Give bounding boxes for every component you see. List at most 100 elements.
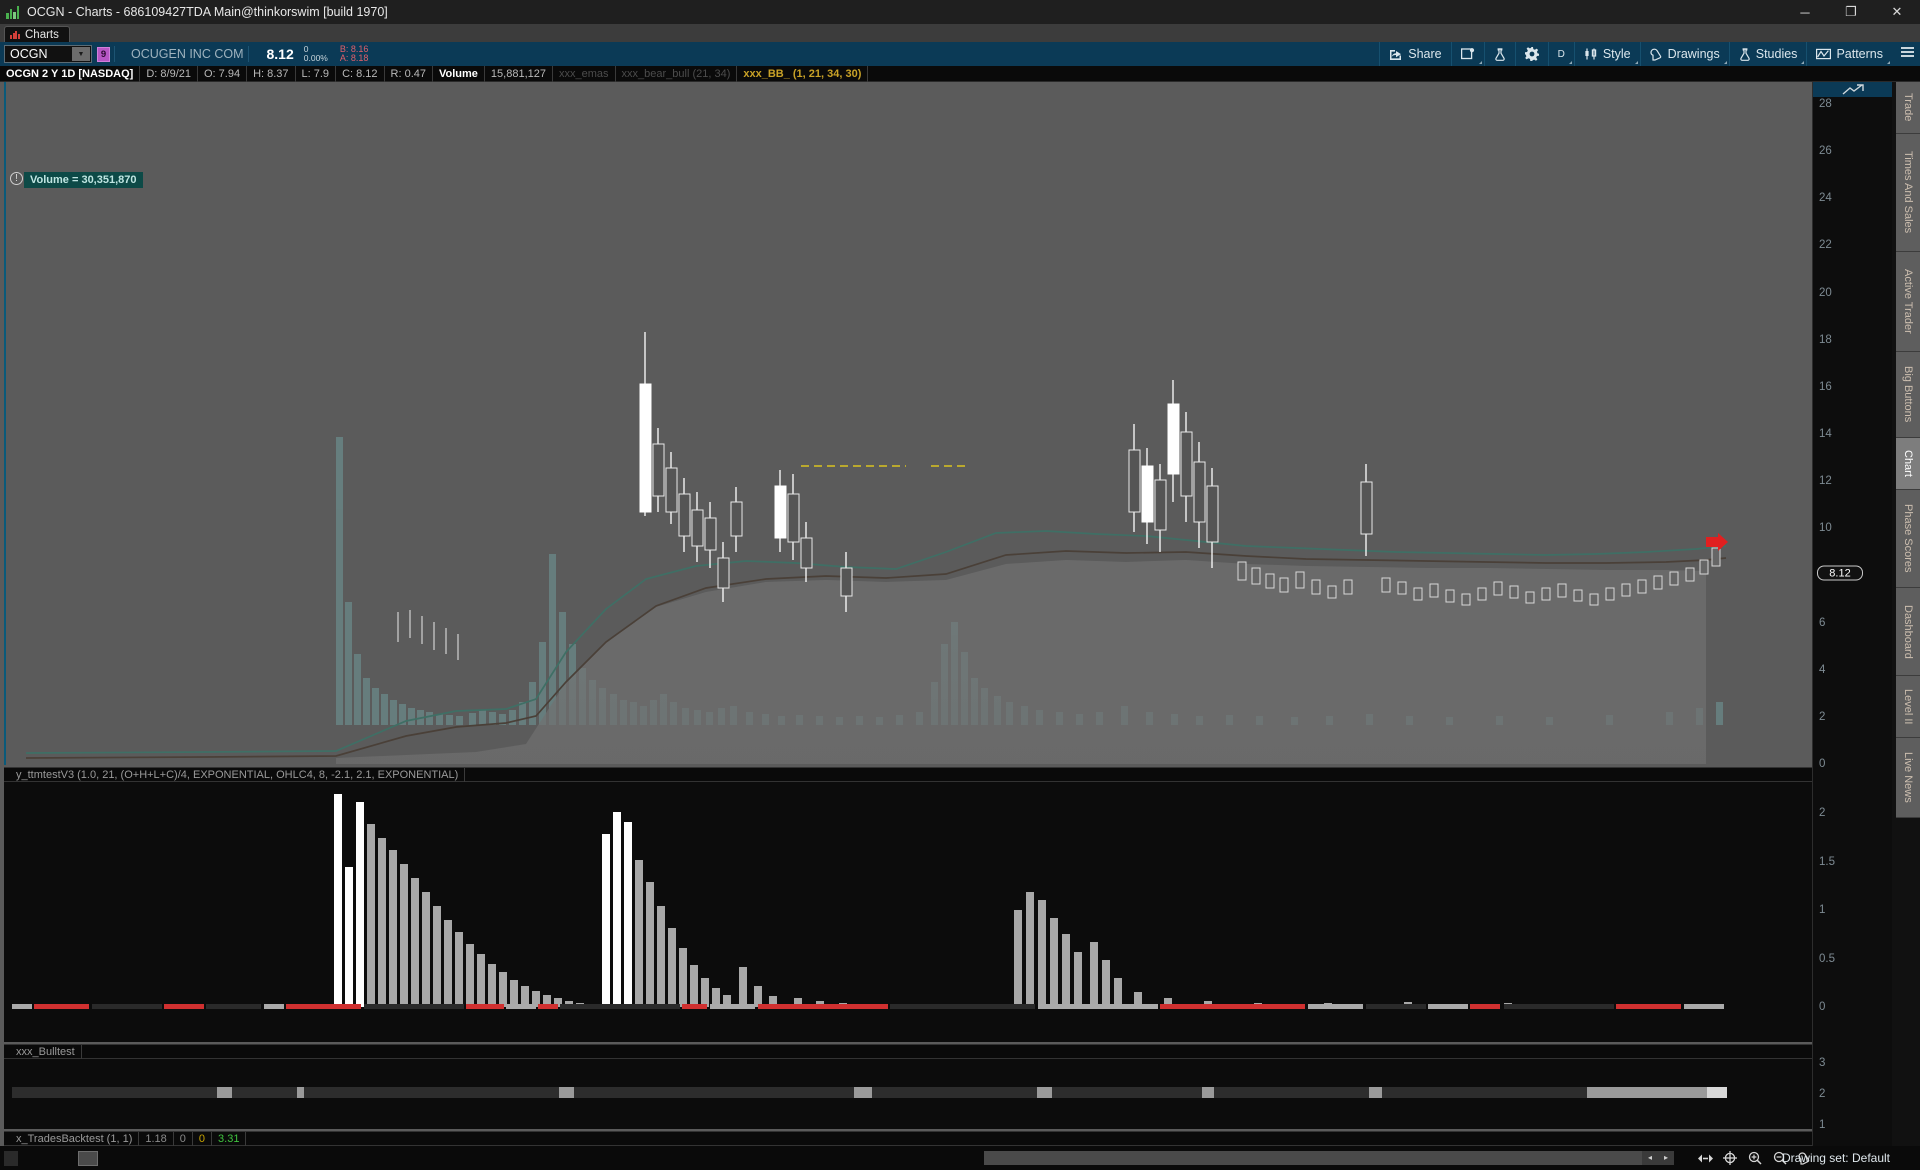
y-axis-tick: 4 [1819, 663, 1826, 676]
close-button[interactable]: ✕ [1891, 4, 1903, 19]
y-axis-tick: 0 [1819, 758, 1826, 770]
drawings-icon [1650, 48, 1661, 61]
sidebar-tab-times-and-sales[interactable]: Times And Sales [1896, 134, 1920, 252]
tradesbacktest-panel-header[interactable]: x_TradesBacktest (1, 1) 1.18 0 0 3.31 [4, 1131, 1840, 1147]
sidebar-tab-trade[interactable]: Trade [1896, 82, 1920, 134]
sidebar-tab-chart[interactable]: Chart [1896, 438, 1920, 490]
current-price-marker[interactable]: 8.12 [1817, 565, 1863, 581]
sidebar-tab-active-trader[interactable]: Active Trader [1896, 252, 1920, 352]
sidebar-tab-level-ii[interactable]: Level II [1896, 676, 1920, 738]
sidebar-tab-dashboard[interactable]: Dashboard [1896, 588, 1920, 676]
chart-toolbar: Share D Style Drawings Studies [1379, 42, 1892, 66]
symbol-value: OCGN [10, 47, 48, 61]
tb-value-4: 3.31 [212, 1132, 247, 1147]
window-title: OCGN - Charts - 686109427TDA Main@thinko… [27, 5, 388, 19]
info-symbol-range: OCGN 2 Y 1D [NASDAQ] [0, 65, 141, 82]
y-axis-tick: 16 [1819, 380, 1832, 393]
change-pct: 0.00% [303, 53, 328, 63]
symbol-input[interactable]: OCGN ▼ [4, 45, 92, 63]
ttm-momentum-dots [12, 1004, 1724, 1009]
crosshair-icon[interactable] [1723, 1151, 1737, 1165]
tab-strip: Charts [0, 24, 1920, 42]
tab-charts[interactable]: Charts [4, 26, 70, 42]
divider [247, 46, 249, 62]
tb-value-3: 0 [193, 1132, 213, 1147]
y-axis-tick: 24 [1819, 192, 1832, 205]
symbol-bar: OCGN ▼ 9 OCUGEN INC COM 8.12 0 0.00% B: … [0, 42, 1920, 66]
sidebar-tab-live-news[interactable]: Live News [1896, 738, 1920, 818]
menu-icon[interactable] [1901, 47, 1914, 59]
style-label: Style [1602, 47, 1631, 61]
patterns-button[interactable]: Patterns [1806, 42, 1892, 66]
bulltest-canvas [4, 1059, 1760, 1129]
window-titlebar: OCGN - Charts - 686109427TDA Main@thinko… [0, 0, 1920, 24]
sidebar-tab-big-buttons[interactable]: Big Buttons [1896, 352, 1920, 438]
ttm-panel-header[interactable]: y_ttmtestV3 (1.0, 21, (O+H+L+C)/4, EXPON… [4, 767, 1840, 783]
info-range: R: 0.47 [385, 65, 433, 82]
company-name: OCUGEN INC COM [131, 47, 244, 61]
info-volume-value: 15,881,127 [485, 65, 553, 82]
tradesbacktest-panel-title: x_TradesBacktest (1, 1) [10, 1132, 140, 1147]
ttm-chart-canvas [4, 782, 1760, 1042]
app-logo-icon [6, 5, 20, 19]
y-axis-tick: 26 [1819, 145, 1832, 158]
zoom-in-icon[interactable] [1748, 1151, 1762, 1165]
volume-annotation: Volume = 30,351,870 [24, 172, 143, 188]
drawings-button[interactable]: Drawings [1639, 42, 1729, 66]
trend-icon [1842, 84, 1864, 95]
y-axis-tick: 18 [1819, 333, 1832, 346]
ttm-panel[interactable] [4, 782, 1840, 1042]
study-xxx-bb[interactable]: xxx_BB_ (1, 21, 34, 30) [737, 65, 869, 82]
sidebar-tab-phase-scores[interactable]: Phase Scores [1896, 490, 1920, 588]
price-change: 0 0.00% [304, 45, 328, 63]
pan-icon[interactable] [1698, 1153, 1713, 1164]
bulltest-panel[interactable] [4, 1059, 1840, 1129]
bid-value: B: 8.16 [339, 43, 369, 54]
snapshot-button[interactable] [1450, 42, 1484, 66]
share-button[interactable]: Share [1379, 42, 1450, 66]
info-volume-label: Volume [433, 65, 485, 82]
chart-settings-button[interactable] [78, 1151, 98, 1166]
ttm-title-group: y_ttmtestV3 (1.0, 21, (O+H+L+C)/4, EXPON… [10, 768, 466, 783]
statusbar-left-nub [4, 1151, 18, 1166]
scroll-left-arrow[interactable]: ◂ [1642, 1151, 1658, 1165]
bulltest-panel-header[interactable]: xxx_Bulltest [4, 1044, 1840, 1060]
bulltest-title-group: xxx_Bulltest [10, 1045, 82, 1060]
studies-button[interactable]: Studies [1728, 42, 1807, 66]
drawing-set-label[interactable]: Drawing set: Default [1781, 1151, 1890, 1165]
price-pane[interactable]: ! Volume = 30,351,870 [4, 82, 1920, 765]
style-button[interactable]: Style [1573, 42, 1640, 66]
divider [114, 46, 115, 62]
settings-button[interactable] [1514, 42, 1548, 66]
info-icon[interactable]: ! [10, 172, 23, 185]
y-axis-scale-button[interactable] [1813, 82, 1893, 97]
study-xxx-emas[interactable]: xxx_emas [553, 65, 616, 82]
y-axis-tick: 22 [1819, 239, 1832, 252]
info-high: H: 8.37 [247, 65, 296, 82]
chart-bars-icon [10, 30, 20, 39]
scroll-right-arrow[interactable]: ▸ [1658, 1151, 1674, 1165]
ttm-y-tick: 1 [1819, 904, 1826, 917]
zoom-out-icon[interactable] [1773, 1151, 1787, 1165]
timeframe-label: D [1557, 48, 1565, 60]
minimize-button[interactable]: ─ [1800, 4, 1810, 20]
y-axis[interactable]: 0 2 4 6 10 12 14 16 18 20 22 24 26 28 8.12 0 0.5 1 1.5 2 1 2 3… [1812, 82, 1893, 1170]
timeframe-button[interactable]: D [1547, 42, 1574, 66]
study-xxx-bear-bull[interactable]: xxx_bear_bull (21, 34) [616, 65, 738, 82]
flask-icon [1494, 47, 1505, 61]
horizontal-scrollbar[interactable]: ◂ ▸ [984, 1151, 1674, 1165]
maximize-button[interactable]: ❐ [1845, 4, 1857, 19]
price-chart-canvas [6, 82, 1762, 765]
change-abs: 0 [303, 44, 309, 54]
studies-flask-button[interactable] [1483, 42, 1515, 66]
tb-value-2: 0 [174, 1132, 193, 1147]
y-axis-tick: 14 [1819, 428, 1832, 440]
symbol-flag-badge[interactable]: 9 [97, 46, 110, 62]
chevron-down-icon[interactable]: ▼ [72, 47, 90, 61]
y-axis-tick: 12 [1819, 475, 1832, 488]
hand-icon[interactable] [1798, 1151, 1811, 1165]
right-sidebar: Trade Times And Sales Active Trader Big But… [1892, 82, 1920, 1170]
patterns-label: Patterns [1836, 47, 1883, 61]
candlestick-series [397, 332, 1373, 660]
bulltest-y-tick: 3 [1819, 1057, 1826, 1069]
